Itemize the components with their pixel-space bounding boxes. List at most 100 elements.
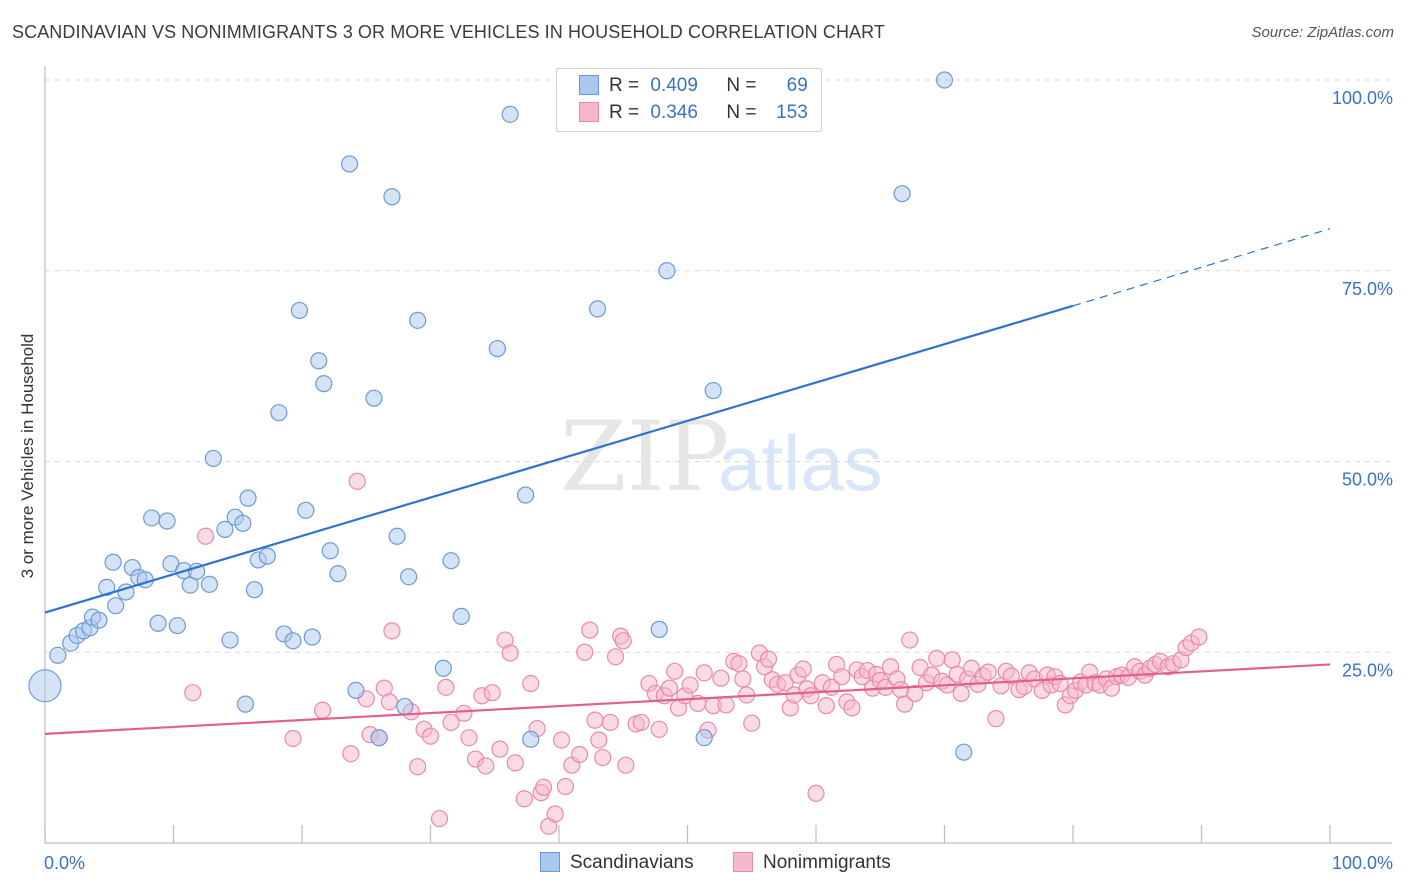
scandinavian-point (258, 547, 276, 565)
scandinavians-trend-extension (1072, 228, 1331, 307)
nonimmigrant-point (184, 684, 202, 702)
nonimmigrant-point (614, 632, 632, 650)
scandinavian-point (516, 486, 535, 504)
scandinavian-point (452, 607, 470, 625)
legend-swatch-pink (579, 102, 599, 122)
stats-legend: R = 0.409 N = 69 R = 0.346 N = 153 (556, 68, 822, 132)
scandinavian-point (955, 743, 973, 761)
scandinavian-point (234, 514, 252, 532)
scandinavian-point (935, 71, 954, 89)
nonimmigrant-point (483, 684, 501, 702)
nonimmigrant-point (833, 668, 851, 686)
nonimmigrant-point (892, 681, 910, 699)
legend-r-value: 0.346 (650, 102, 698, 123)
scandinavian-point (245, 581, 264, 599)
scandinavian-point (168, 616, 186, 635)
scandinavian-point (704, 381, 722, 400)
nonimmigrant-point (506, 754, 524, 772)
bottom-legend-swatch-pink (733, 852, 753, 872)
nonimmigrant-point (430, 809, 449, 828)
nonimmigrant-point (979, 663, 997, 681)
watermark-zip: ZIP (560, 401, 729, 513)
legend-n-label: N = (726, 75, 757, 96)
bottom-legend-nonimmigrants: Nonimmigrants (733, 852, 891, 874)
watermark-atlas: atlas (718, 419, 883, 507)
scandinavian-point (200, 575, 219, 593)
scandinavian-point (104, 553, 122, 571)
nonimmigrant-point (759, 650, 778, 668)
nonimmigrant-point (437, 678, 455, 696)
nonimmigrant-point (342, 745, 360, 763)
nonimmigrant-point (1002, 667, 1020, 685)
scandinavian-point (396, 697, 414, 716)
nonimmigrant-point (586, 711, 604, 729)
scandinavian-point (90, 611, 108, 629)
scandinavian-point (221, 631, 239, 649)
nonimmigrant-point (943, 651, 961, 669)
legend-n-label: N = (726, 102, 757, 123)
scandinavian-point (383, 188, 401, 206)
legend-r-value: 0.409 (650, 75, 698, 96)
scandinavian-point (650, 620, 668, 638)
nonimmigrant-point (581, 621, 599, 639)
nonimmigrant-point (743, 714, 761, 732)
nonimmigrant-point (515, 790, 533, 808)
scandinavian-point (695, 729, 713, 747)
scandinavian-point (297, 501, 315, 519)
y-axis-label: 3 or more Vehicles in Household (18, 333, 37, 579)
nonimmigrant-point (576, 643, 594, 661)
scandinavian-point (340, 155, 359, 173)
grid-lines (45, 79, 1392, 653)
scandinavian-point (658, 262, 676, 280)
bottom-legend-scandinavians: Scandinavians (540, 852, 694, 874)
x-tick-label: 100.0% (1332, 853, 1393, 873)
scandinavian-point (284, 632, 302, 650)
nonimmigrant-point (380, 693, 398, 711)
nonimmigrant-point (660, 679, 679, 697)
nonimmigrant-point (409, 758, 427, 776)
nonimmigrant-point (717, 696, 735, 714)
scandinavians-points (28, 71, 973, 761)
nonimmigrant-point (681, 676, 699, 694)
scandinavian-point (98, 578, 116, 596)
scandinavian-point (216, 520, 234, 539)
nonimmigrant-point (594, 748, 612, 767)
nonimmigrant-point (501, 644, 519, 662)
tick-labels: 25.0% 50.0% 75.0% 100.0% 0.0% 100.0% (44, 88, 1393, 873)
scandinavian-point (321, 542, 339, 560)
chart-title: SCANDINAVIAN VS NONIMMIGRANTS 3 OR MORE … (12, 22, 886, 42)
nonimmigrant-point (383, 622, 401, 640)
scandinavian-point (143, 509, 161, 527)
x-tick-label: 0.0% (44, 853, 85, 873)
scandinavian-point (488, 339, 506, 358)
scandinavian-point (290, 301, 309, 320)
scandinavians-trend-line (44, 304, 1074, 614)
nonimmigrant-point (552, 731, 571, 749)
nonimmigrant-point (650, 720, 668, 738)
scandinavian-point (204, 449, 222, 468)
nonimmigrant-point (817, 697, 835, 715)
scandinavian-point (49, 646, 67, 664)
scandinavian-point (442, 552, 460, 570)
legend-row-scandinavians: R = 0.409 N = 69 (579, 75, 808, 99)
nonimmigrant-point (928, 649, 946, 667)
nonimmigrant-point (632, 713, 650, 732)
scandinavian-point (303, 628, 321, 646)
nonimmigrant-point (284, 729, 302, 748)
legend-r-label: R = (609, 75, 640, 96)
scandinavian-point (181, 576, 199, 594)
scandinavian-point (329, 565, 347, 583)
nonimmigrant-point (807, 784, 825, 803)
nonimmigrant-point (712, 669, 730, 687)
scandinavian-point (28, 669, 62, 703)
scandinavian-point (893, 185, 911, 203)
scandinavian-point (400, 568, 418, 586)
y-tick-label: 50.0% (1342, 470, 1393, 490)
legend-r-label: R = (609, 102, 640, 123)
scandinavian-point (501, 105, 519, 123)
scandinavian-point (365, 389, 383, 407)
scandinavian-point (434, 659, 452, 677)
scandinavian-point (347, 681, 365, 700)
scandinavian-point (270, 404, 288, 422)
nonimmigrant-point (313, 701, 332, 719)
